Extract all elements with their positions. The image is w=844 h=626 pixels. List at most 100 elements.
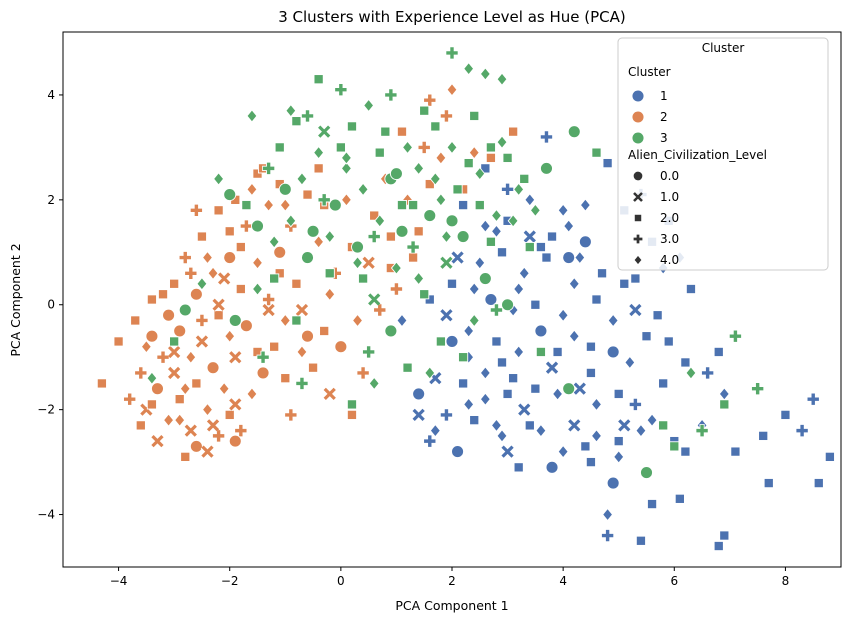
series-cluster-2 bbox=[96, 82, 519, 462]
data-point-cluster-2-76 bbox=[396, 126, 408, 137]
legend-marker-level-3 bbox=[632, 233, 644, 245]
data-point-cluster-1-41 bbox=[545, 460, 559, 474]
legend-label-cluster-2: 2 bbox=[660, 110, 668, 124]
data-point-cluster-1-35 bbox=[635, 535, 646, 546]
data-point-cluster-3-3 bbox=[246, 109, 258, 123]
data-point-cluster-3-55 bbox=[479, 67, 491, 81]
data-point-cluster-2-98 bbox=[189, 203, 203, 217]
data-point-cluster-1-50 bbox=[479, 366, 491, 380]
data-point-cluster-1-88 bbox=[518, 266, 530, 280]
data-point-cluster-2-0 bbox=[96, 378, 107, 389]
data-point-cluster-2-16 bbox=[174, 394, 185, 405]
data-point-cluster-2-15 bbox=[173, 324, 187, 338]
data-point-cluster-1-76 bbox=[624, 355, 636, 370]
data-point-cluster-1-83 bbox=[446, 278, 458, 289]
data-point-cluster-1-115 bbox=[557, 444, 569, 459]
data-point-cluster-3-17 bbox=[328, 198, 342, 212]
data-point-cluster-2-52 bbox=[273, 245, 287, 259]
data-point-cluster-3-8 bbox=[278, 182, 292, 196]
data-point-cluster-3-25 bbox=[374, 214, 386, 228]
data-point-cluster-1-124 bbox=[463, 397, 475, 412]
data-point-cluster-1-121 bbox=[535, 241, 546, 253]
data-point-cluster-3-32 bbox=[413, 161, 425, 176]
data-point-cluster-1-77 bbox=[641, 331, 652, 342]
legend-title: Cluster bbox=[702, 41, 745, 55]
data-point-cluster-1-49 bbox=[458, 378, 469, 389]
data-point-cluster-2-99 bbox=[167, 345, 181, 359]
data-point-cluster-3-58 bbox=[435, 336, 446, 347]
data-point-cluster-2-72 bbox=[373, 303, 387, 317]
data-point-cluster-1-111 bbox=[513, 282, 525, 296]
legend-marker-level-1 bbox=[632, 191, 644, 203]
data-point-cluster-3-66 bbox=[178, 303, 192, 317]
data-point-cluster-2-68 bbox=[352, 313, 364, 328]
data-point-cluster-1-66 bbox=[469, 415, 480, 426]
data-point-cluster-2-79 bbox=[417, 140, 431, 154]
data-point-cluster-1-100 bbox=[596, 268, 608, 279]
data-point-cluster-3-53 bbox=[591, 147, 602, 158]
data-point-cluster-1-87 bbox=[496, 247, 508, 258]
data-point-cluster-2-62 bbox=[319, 325, 330, 337]
data-point-cluster-1-101 bbox=[619, 278, 630, 289]
data-point-cluster-1-106 bbox=[496, 357, 508, 368]
data-point-cluster-1-29 bbox=[795, 424, 809, 438]
data-point-cluster-2-83 bbox=[446, 82, 458, 97]
data-point-cluster-3-18 bbox=[334, 83, 348, 97]
data-point-cluster-1-118 bbox=[635, 423, 647, 438]
data-point-cluster-1-44 bbox=[490, 418, 502, 433]
data-point-cluster-3-86 bbox=[324, 229, 336, 244]
data-point-cluster-3-76 bbox=[695, 424, 709, 438]
data-point-cluster-3-72 bbox=[640, 466, 653, 480]
x-tick-label: −2 bbox=[221, 574, 239, 588]
data-point-cluster-1-15 bbox=[630, 273, 641, 284]
data-point-cluster-3-84 bbox=[389, 167, 403, 181]
data-point-cluster-3-42 bbox=[469, 110, 480, 121]
data-point-cluster-2-70 bbox=[361, 256, 376, 270]
data-point-cluster-1-31 bbox=[813, 478, 824, 489]
data-point-cluster-3-24 bbox=[367, 292, 381, 307]
data-point-cluster-3-73 bbox=[658, 420, 669, 431]
data-point-cluster-3-89 bbox=[424, 366, 436, 380]
data-point-cluster-2-113 bbox=[206, 418, 220, 433]
data-point-cluster-1-65 bbox=[496, 429, 508, 443]
data-point-cluster-2-87 bbox=[508, 126, 519, 137]
data-point-cluster-3-68 bbox=[146, 371, 158, 385]
legend-label-level-2: 2.0 bbox=[660, 211, 679, 225]
data-point-cluster-3-100 bbox=[251, 282, 264, 296]
data-point-cluster-1-59 bbox=[658, 378, 669, 389]
data-point-cluster-3-88 bbox=[458, 352, 469, 363]
data-point-cluster-3-54 bbox=[445, 46, 459, 60]
legend-marker-level-0 bbox=[632, 170, 644, 182]
data-point-cluster-3-71 bbox=[562, 382, 576, 396]
data-point-cluster-2-3 bbox=[130, 315, 141, 326]
data-point-cluster-2-23 bbox=[189, 439, 203, 453]
data-point-cluster-1-114 bbox=[524, 420, 535, 431]
data-point-cluster-3-22 bbox=[357, 182, 369, 197]
data-point-cluster-2-31 bbox=[213, 310, 224, 321]
data-point-cluster-1-53 bbox=[552, 387, 564, 401]
data-point-cluster-2-112 bbox=[135, 420, 146, 431]
data-point-cluster-3-110 bbox=[485, 236, 496, 247]
chart-title: 3 Clusters with Experience Level as Hue … bbox=[278, 8, 626, 26]
data-point-cluster-3-52 bbox=[567, 125, 581, 139]
data-point-cluster-1-13 bbox=[685, 283, 697, 295]
data-point-cluster-3-63 bbox=[256, 350, 270, 364]
data-point-cluster-3-98 bbox=[301, 251, 314, 264]
data-point-cluster-2-53 bbox=[279, 313, 291, 328]
data-point-cluster-1-38 bbox=[606, 476, 620, 490]
data-point-cluster-1-81 bbox=[484, 293, 498, 306]
data-point-cluster-1-28 bbox=[806, 392, 820, 406]
legend-label-level-3: 3.0 bbox=[660, 232, 679, 246]
data-point-cluster-1-57 bbox=[628, 397, 642, 411]
data-point-cluster-1-37 bbox=[602, 507, 614, 522]
data-point-cluster-2-103 bbox=[274, 268, 285, 279]
data-point-cluster-3-104 bbox=[429, 172, 441, 186]
data-point-cluster-2-14 bbox=[167, 366, 181, 380]
data-point-cluster-2-43 bbox=[246, 387, 258, 401]
data-point-cluster-1-61 bbox=[590, 429, 602, 443]
legend-style-entries: 0.0 1.0 2.0 3.0 4.0 bbox=[632, 169, 679, 267]
legend-style-header: Alien_Civilization_Level bbox=[628, 148, 767, 162]
data-point-cluster-1-56 bbox=[613, 388, 624, 399]
data-point-cluster-2-104 bbox=[295, 303, 309, 317]
data-point-cluster-1-104 bbox=[585, 367, 596, 378]
